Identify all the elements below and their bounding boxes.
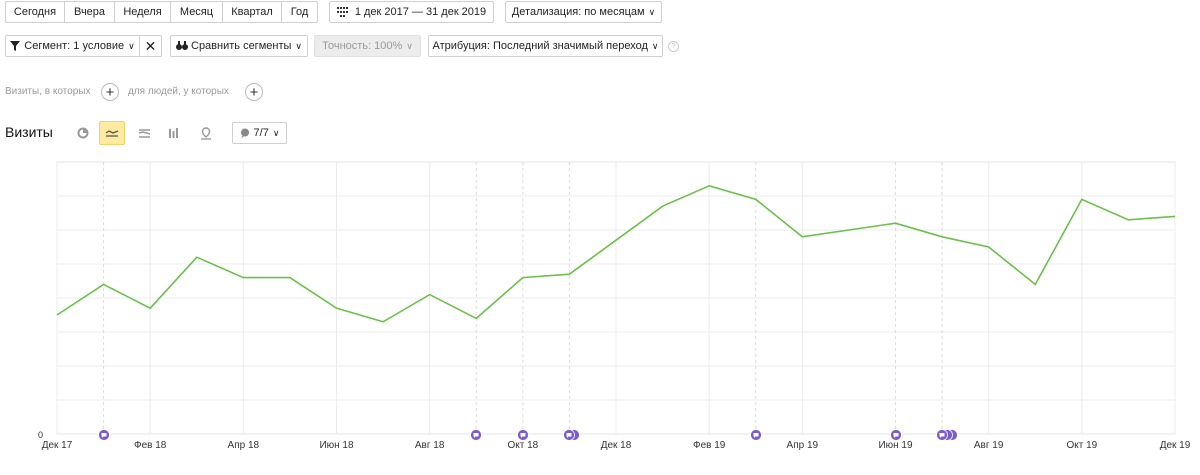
comment-icon [939,433,945,438]
close-icon: ✕ [144,37,157,54]
x-tick-label: Авг 19 [973,440,1004,451]
segment-label: Сегмент: 1 условие [24,40,125,52]
view-area-button[interactable] [131,121,157,145]
view-map-button[interactable] [193,121,219,145]
attribution-label: Атрибуция: Последний значимый переход [432,40,648,52]
period-week-button[interactable]: Неделя [115,1,171,23]
annotation-marker[interactable] [563,428,582,442]
attribution-dropdown[interactable]: Атрибуция: Последний значимый переход ∨ [428,35,663,57]
pie-chart-icon [77,127,89,139]
chart-frame [56,161,1176,435]
y-tick-label: 0 [38,430,44,440]
visits-condition-label: Визиты, в которых [5,86,91,97]
compare-segments-dropdown[interactable]: Сравнить сегменты ∨ [170,35,308,57]
view-pie-button[interactable] [70,121,96,145]
annotation-marker[interactable] [97,428,112,442]
chevron-down-icon: ∨ [406,40,413,51]
period-today-button[interactable]: Сегодня [5,1,65,23]
comment-icon [753,433,759,438]
filter-icon [10,41,21,51]
view-line-button[interactable] [99,121,125,145]
chevron-down-icon: ∨ [648,6,656,17]
annotation-marker[interactable] [889,428,904,442]
annotation-marker[interactable] [470,428,484,442]
x-tick-label: Авг 18 [414,440,445,451]
chevron-down-icon: ∨ [128,40,135,51]
accuracy-label: Точность: 100% [322,40,403,52]
comment-icon [473,433,479,438]
detail-dropdown[interactable]: Детализация: по месяцам ∨ [505,1,662,23]
date-range-button[interactable]: 1 дек 2017 — 31 дек 2019 [329,1,494,23]
accuracy-dropdown[interactable]: Точность: 100% ∨ [314,35,421,57]
x-tick-label: Апр 19 [786,440,819,451]
chevron-down-icon: ∨ [272,127,280,138]
annotation-marker[interactable] [936,428,960,442]
detail-label: Детализация: по месяцам [511,6,645,18]
x-tick-label: Фев 18 [133,440,167,451]
period-year-button[interactable]: Год [282,1,318,23]
annotation-marker[interactable] [516,428,531,442]
x-tick-label: Окт 19 [1066,440,1098,451]
area-chart-icon [138,128,150,138]
line-chart-icon [105,130,119,137]
x-tick-label: Дек 17 [41,440,73,451]
compare-label: Сравнить сегменты [191,40,292,52]
plus-icon: + [105,83,115,101]
period-yesterday-button[interactable]: Вчера [65,1,115,23]
date-range-label: 1 дек 2017 — 31 дек 2019 [354,6,487,18]
x-tick-label: Апр 18 [227,440,260,451]
x-tick-label: Июн 19 [878,440,913,451]
map-pin-icon [201,126,211,140]
segment-dropdown[interactable]: Сегмент: 1 условие ∨ [5,35,140,57]
chevron-down-icon: ∨ [295,40,302,51]
bar-chart-icon [169,128,178,138]
annotations-dropdown[interactable]: 7/7 ∨ [232,122,287,144]
comment-icon [101,433,107,438]
x-tick-label: Дек 18 [600,440,632,451]
add-visit-condition-button[interactable]: + [101,83,119,101]
compare-icon [176,41,188,50]
help-icon[interactable]: ? [668,41,679,52]
annotations-counter: 7/7 [253,127,269,139]
chart-title: Визиты [5,124,53,140]
people-condition-label: для людей, у которых [128,86,229,97]
chevron-down-icon: ∨ [651,40,659,51]
x-tick-label: Дек 19 [1159,440,1191,451]
period-month-button[interactable]: Месяц [171,1,223,23]
x-tick-label: Фев 19 [692,440,726,451]
view-bar-button[interactable] [161,121,187,145]
plus-icon: + [249,83,259,101]
comment-icon [520,433,526,438]
calendar-icon [336,7,348,17]
x-tick-label: Окт 18 [507,440,539,451]
annotation-marker[interactable] [749,428,764,442]
add-people-condition-button[interactable]: + [245,83,263,101]
period-quarter-button[interactable]: Квартал [223,1,282,23]
series-line [56,184,1176,323]
comment-icon [893,433,898,438]
segment-clear-button[interactable]: ✕ [139,35,162,57]
x-tick-label: Июн 18 [319,440,354,451]
comment-icon [240,128,249,138]
comment-icon [566,433,572,438]
